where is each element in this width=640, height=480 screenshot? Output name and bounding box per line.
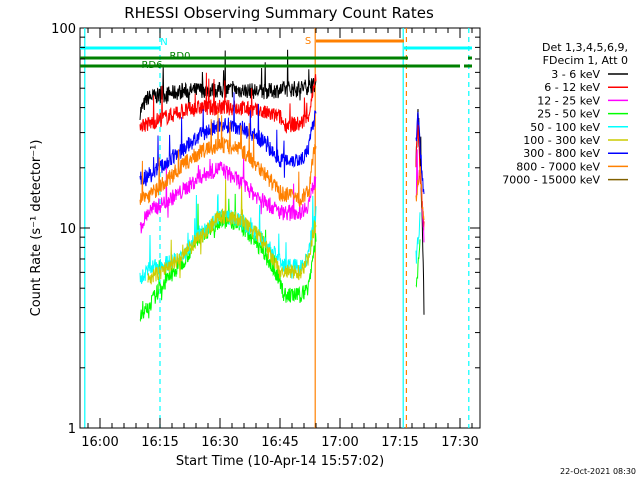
legend-entry-label: 6 - 12 keV	[544, 81, 600, 94]
series-lines	[139, 49, 425, 323]
state-bar-n: N	[80, 37, 472, 50]
y-tick-label: 10	[59, 222, 76, 237]
state-bars: N S RD0 RD6	[80, 36, 472, 71]
series-5	[147, 179, 317, 285]
legend-entry-label: 100 - 300 keV	[523, 134, 600, 147]
series-6	[139, 92, 425, 194]
state-bar-rd6: RD6	[80, 60, 472, 71]
legend: Det 1,3,4,5,6,9, FDecim 1, Att 0 3 - 6 k…	[502, 41, 628, 187]
state-bar-label-rd0: RD0	[169, 51, 190, 62]
series-3-segment-0	[139, 193, 317, 323]
legend-entry-6: 300 - 800 keV	[523, 147, 628, 160]
series-7-segment-1	[415, 166, 425, 221]
generation-timestamp: 22-Oct-2021 08:30	[560, 467, 636, 476]
state-bar-rd0: RD0	[80, 51, 472, 62]
legend-entry-0: 3 - 6 keV	[551, 68, 628, 81]
x-axis: 16:00 16:15 16:30 16:45 17:00 17:15 17:30	[81, 28, 479, 450]
legend-entry-8: 7000 - 15000 keV	[502, 174, 628, 187]
legend-entry-label: 50 - 100 keV	[530, 121, 600, 134]
legend-entry-7: 800 - 7000 keV	[516, 160, 628, 173]
legend-entry-label: 3 - 6 keV	[551, 68, 600, 81]
legend-entry-label: 800 - 7000 keV	[516, 160, 600, 173]
y-tick-label: 1	[68, 422, 76, 437]
series-3	[139, 193, 421, 323]
series-4-segment-1	[415, 212, 421, 264]
series-2-segment-1	[415, 149, 425, 243]
y-tick-label: 100	[51, 22, 76, 37]
series-7-segment-0	[139, 111, 317, 208]
series-0	[139, 49, 425, 315]
y-axis: 1 10 100	[51, 22, 480, 437]
y-axis-label: Count Rate (s⁻¹ detector⁻¹)	[29, 140, 44, 317]
x-tick-label: 16:15	[141, 435, 178, 450]
state-bar-label-n: N	[160, 37, 167, 48]
series-6-segment-0	[139, 92, 317, 187]
legend-entry-2: 12 - 25 keV	[537, 94, 628, 107]
state-bar-label-rd6: RD6	[141, 60, 162, 71]
series-2-segment-0	[139, 155, 317, 234]
legend-header-line-2: FDecim 1, Att 0	[543, 54, 628, 67]
legend-entry-label: 12 - 25 keV	[537, 94, 600, 107]
legend-entry-4: 50 - 100 keV	[530, 121, 628, 134]
x-tick-label: 17:15	[381, 435, 418, 450]
x-axis-label: Start Time (10-Apr-14 15:57:02)	[176, 454, 384, 469]
legend-entry-label: 300 - 800 keV	[523, 147, 600, 160]
legend-header-line-1: Det 1,3,4,5,6,9,	[542, 41, 628, 54]
state-bar-s: S	[305, 36, 404, 47]
legend-entry-label: 25 - 50 keV	[537, 108, 600, 121]
chart-title: RHESSI Observing Summary Count Rates	[124, 4, 434, 22]
x-tick-label: 16:45	[261, 435, 298, 450]
x-tick-label: 16:30	[201, 435, 238, 450]
legend-entry-5: 100 - 300 keV	[523, 134, 628, 147]
state-bar-label-s: S	[305, 36, 311, 47]
series-1-segment-0	[139, 72, 317, 134]
x-tick-label: 17:00	[321, 435, 358, 450]
x-tick-label: 16:00	[81, 435, 118, 450]
series-2	[139, 149, 425, 243]
series-5-segment-0	[147, 179, 317, 285]
legend-entry-label: 7000 - 15000 keV	[502, 174, 600, 187]
legend-entry-3: 25 - 50 keV	[537, 108, 628, 121]
series-3-segment-1	[415, 239, 421, 288]
series-7	[139, 111, 425, 221]
legend-entry-1: 6 - 12 keV	[544, 81, 628, 94]
series-6-segment-1	[415, 111, 425, 194]
x-tick-label: 17:30	[441, 435, 478, 450]
series-0-segment-0	[139, 49, 317, 121]
